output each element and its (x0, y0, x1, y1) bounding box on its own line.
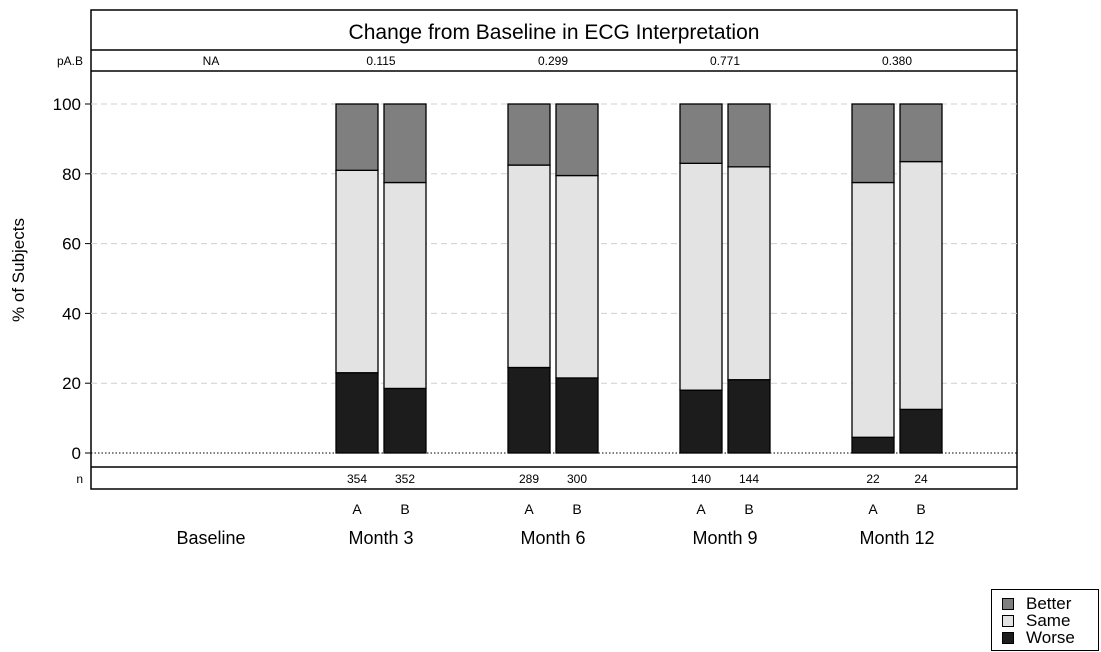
bar-segment-month-6-b-same (555, 174, 599, 379)
p-value-month-9: 0.771 (710, 54, 740, 68)
plot-frame (90, 9, 1018, 490)
arm-label-month-12-a: A (868, 501, 878, 517)
bar-segment-month-12-a-better (851, 103, 895, 184)
n-value-month-3-a: 354 (347, 472, 367, 486)
legend-swatch-better (1002, 598, 1014, 610)
arm-label-month-6-b: B (572, 501, 581, 517)
arm-label-month-9-b: B (744, 501, 753, 517)
arm-label-month-3-a: A (352, 501, 362, 517)
bar-segment-month-9-a-worse (679, 389, 723, 454)
legend-item-same: Same (1002, 611, 1071, 630)
legend-swatch-worse (1002, 632, 1014, 644)
bars-layer (335, 103, 943, 454)
chart-title: Change from Baseline in ECG Interpretati… (349, 21, 760, 44)
bar-segment-month-9-b-worse (727, 379, 771, 454)
bar-segment-month-3-b-same (383, 181, 427, 390)
arm-label-month-6-a: A (524, 501, 534, 517)
bar-segment-month-6-b-worse (555, 377, 599, 454)
legend-swatch-same (1002, 615, 1014, 627)
n-value-month-6-b: 300 (567, 472, 587, 486)
y-tick-label-80: 80 (62, 165, 81, 184)
legend-label-better: Better (1026, 594, 1072, 613)
n-value-month-12-b: 24 (914, 472, 928, 486)
arm-label-month-3-b: B (400, 501, 409, 517)
p-value-month-6: 0.299 (538, 54, 568, 68)
bar-segment-month-3-a-better (335, 103, 379, 171)
bar-segment-month-12-b-worse (899, 408, 943, 454)
bar-segment-month-9-a-same (679, 162, 723, 391)
labels-layer: 0 20 40 60 80 100 NA Baseline 0.115 Month 3 354 A 35… (53, 54, 935, 548)
bar-segment-month-6-a-worse (507, 366, 551, 454)
bar-segment-month-12-a-same (851, 181, 895, 438)
bar-segment-month-9-a-better (679, 103, 723, 164)
n-value-month-12-a: 22 (866, 472, 880, 486)
bar-segment-month-3-b-better (383, 103, 427, 184)
bar-segment-month-12-b-same (899, 160, 943, 411)
legend: Better Same Worse (991, 589, 1099, 651)
group-label-month-12: Month 12 (859, 528, 934, 548)
n-value-month-3-b: 352 (395, 472, 415, 486)
bar-segment-month-6-a-same (507, 164, 551, 369)
legend-label-same: Same (1026, 611, 1071, 630)
bar-segment-month-3-a-worse (335, 372, 379, 454)
y-axis-label: % of Subjects (9, 218, 28, 322)
legend-item-better: Better (1002, 594, 1072, 613)
y-tick-label-60: 60 (62, 235, 81, 254)
y-tick-label-0: 0 (72, 444, 81, 463)
group-label-month-3: Month 3 (348, 528, 413, 548)
n-row-label: n (76, 472, 83, 486)
legend-label-worse: Worse (1026, 628, 1075, 647)
y-tick-label-40: 40 (62, 304, 81, 323)
p-row-label: pA.B (57, 54, 83, 68)
y-tick-label-100: 100 (53, 95, 81, 114)
p-value-month-12: 0.380 (882, 54, 912, 68)
group-label-month-9: Month 9 (692, 528, 757, 548)
bar-segment-month-6-a-better (507, 103, 551, 166)
y-tick-label-20: 20 (62, 374, 81, 393)
arm-label-month-9-a: A (696, 501, 706, 517)
legend-item-worse: Worse (1002, 628, 1075, 647)
group-label-month-6: Month 6 (520, 528, 585, 548)
n-value-month-9-a: 140 (691, 472, 711, 486)
bar-segment-month-3-a-same (335, 169, 379, 374)
bar-segment-month-12-b-better (899, 103, 943, 163)
n-value-month-6-a: 289 (519, 472, 539, 486)
bar-segment-month-9-b-better (727, 103, 771, 168)
bar-segment-month-12-a-worse (851, 436, 895, 454)
arm-label-month-12-b: B (916, 501, 925, 517)
bar-segment-month-9-b-same (727, 166, 771, 381)
p-value-month-3: 0.115 (366, 54, 395, 68)
p-value-baseline: NA (203, 54, 220, 68)
n-value-month-9-b: 144 (739, 472, 759, 486)
group-label-baseline: Baseline (176, 528, 245, 548)
bar-segment-month-6-b-better (555, 103, 599, 177)
bar-segment-month-3-b-worse (383, 387, 427, 454)
